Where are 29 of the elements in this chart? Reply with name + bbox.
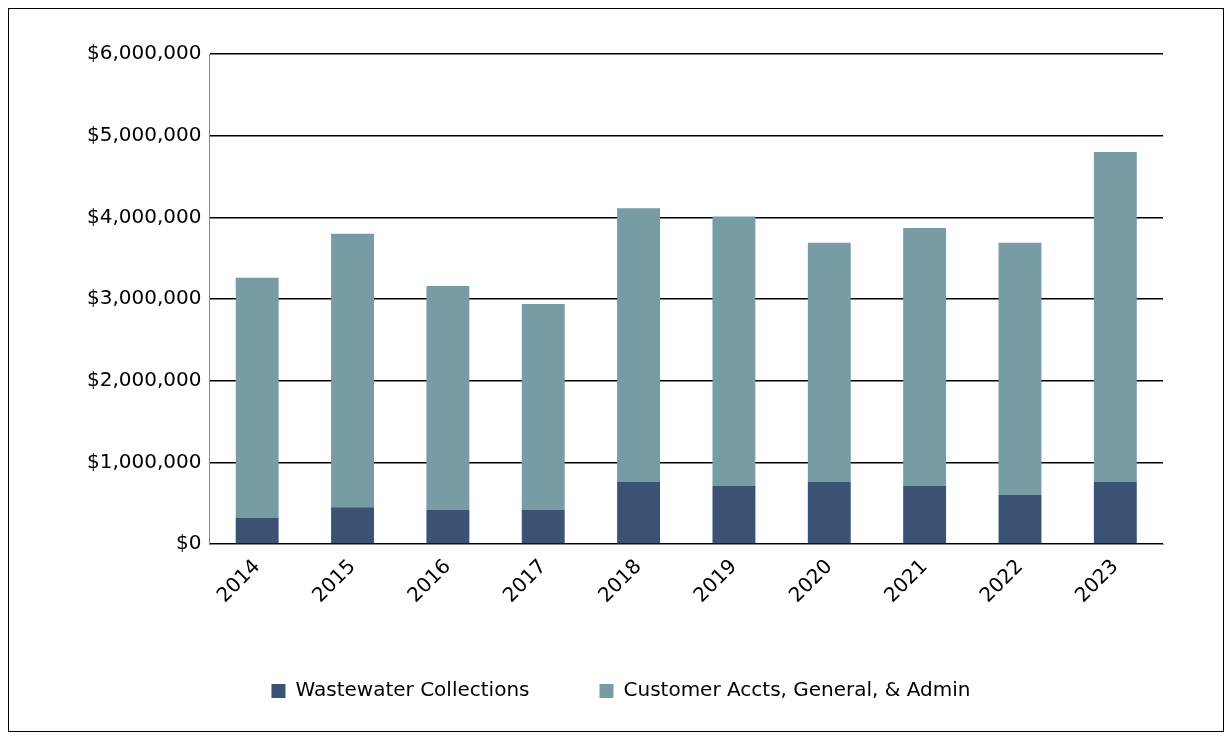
bar bbox=[1093, 481, 1137, 544]
legend-label: Wastewater Collections bbox=[295, 677, 530, 702]
y-tick-label: $6,000,000 bbox=[87, 40, 202, 65]
y-tick-label: $0 bbox=[176, 530, 202, 555]
bar bbox=[712, 486, 756, 544]
bar bbox=[807, 242, 851, 482]
bar bbox=[521, 303, 565, 510]
y-tick-label: $3,000,000 bbox=[87, 285, 202, 310]
bar bbox=[426, 285, 470, 510]
bar bbox=[712, 216, 756, 487]
bar bbox=[903, 486, 947, 544]
legend-label: Customer Accts, General, & Admin bbox=[623, 677, 971, 702]
bar bbox=[998, 242, 1042, 496]
bar bbox=[521, 509, 565, 544]
bar bbox=[807, 481, 851, 544]
y-tick-label: $2,000,000 bbox=[87, 366, 202, 391]
bar bbox=[235, 517, 279, 544]
y-tick-label: $5,000,000 bbox=[87, 121, 202, 146]
bar bbox=[1093, 152, 1137, 482]
bar bbox=[617, 208, 661, 482]
bar bbox=[235, 277, 279, 518]
y-tick-label: $4,000,000 bbox=[87, 203, 202, 228]
bar bbox=[903, 227, 947, 487]
bar bbox=[331, 233, 374, 508]
bar bbox=[617, 481, 661, 544]
bar bbox=[331, 507, 374, 544]
bar bbox=[998, 495, 1042, 544]
y-tick-label: $1,000,000 bbox=[87, 448, 202, 473]
bar bbox=[426, 509, 470, 544]
